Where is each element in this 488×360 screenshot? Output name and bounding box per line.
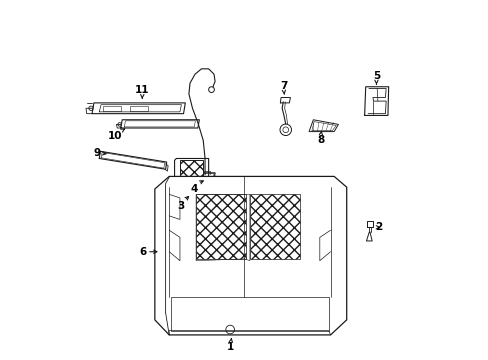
Text: 11: 11 <box>135 85 149 95</box>
Text: 5: 5 <box>372 71 379 81</box>
Bar <box>180 160 203 191</box>
Circle shape <box>208 87 214 93</box>
Bar <box>171 297 328 330</box>
Bar <box>196 194 246 259</box>
Text: 9: 9 <box>94 148 101 158</box>
Text: 3: 3 <box>177 201 184 211</box>
Text: 7: 7 <box>280 81 287 91</box>
Text: 4: 4 <box>190 184 198 194</box>
Polygon shape <box>308 120 338 132</box>
Text: 8: 8 <box>317 135 324 145</box>
Polygon shape <box>155 176 346 335</box>
Text: 10: 10 <box>107 131 122 140</box>
Text: 6: 6 <box>140 247 147 257</box>
Bar <box>158 223 164 279</box>
Text: 1: 1 <box>227 342 234 352</box>
Text: 2: 2 <box>375 222 382 232</box>
Bar <box>249 194 300 259</box>
Circle shape <box>159 279 163 283</box>
